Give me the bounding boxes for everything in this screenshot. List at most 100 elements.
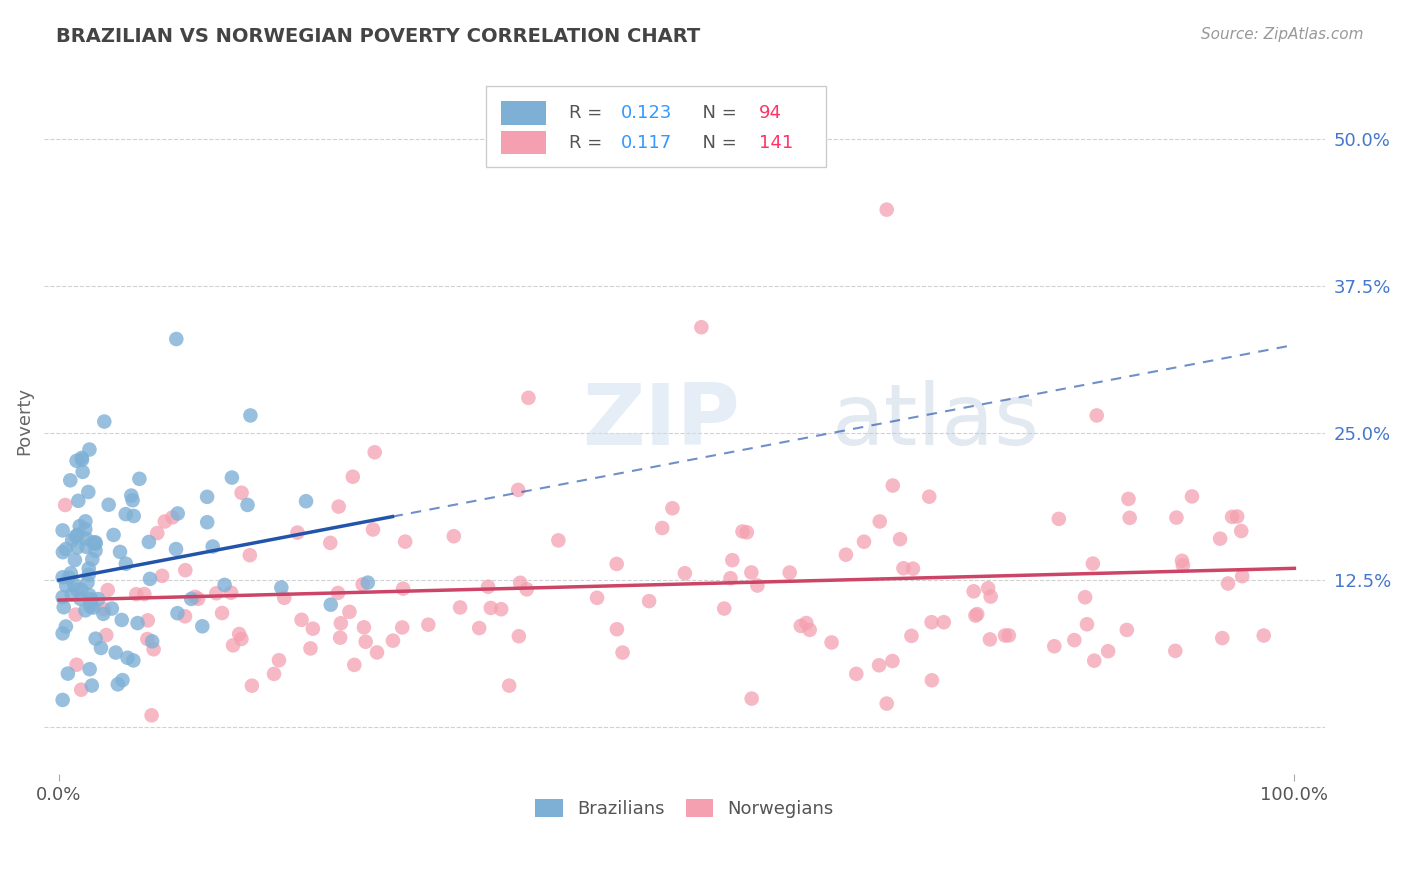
Point xyxy=(65,454,87,468)
Point xyxy=(794,615,817,630)
Point xyxy=(998,628,1021,642)
Point xyxy=(638,594,661,608)
Point xyxy=(84,632,107,646)
Text: R =: R = xyxy=(569,134,609,152)
Point xyxy=(962,584,984,599)
Point xyxy=(80,592,103,607)
Point xyxy=(263,666,285,681)
Point xyxy=(55,541,77,556)
Point xyxy=(63,577,86,591)
Point xyxy=(1171,558,1194,573)
Point xyxy=(93,415,115,429)
Point xyxy=(195,515,218,529)
Point xyxy=(120,489,142,503)
Point xyxy=(1118,491,1140,506)
Point xyxy=(882,478,904,492)
Point xyxy=(239,409,262,423)
Point xyxy=(75,603,97,617)
Point xyxy=(211,606,233,620)
Point xyxy=(606,557,628,571)
Point xyxy=(69,591,91,606)
Point xyxy=(115,557,138,571)
Point xyxy=(66,582,89,597)
Point xyxy=(449,600,471,615)
Point xyxy=(125,587,148,601)
Point xyxy=(820,635,842,649)
Point xyxy=(747,578,769,592)
Point xyxy=(852,534,875,549)
Point xyxy=(153,515,176,529)
Point xyxy=(1181,490,1204,504)
Point xyxy=(735,525,758,540)
Point xyxy=(287,525,309,540)
Point xyxy=(60,587,83,601)
Point xyxy=(1074,591,1097,605)
Point xyxy=(443,529,465,543)
Point xyxy=(84,543,107,558)
Point xyxy=(509,575,531,590)
Point xyxy=(166,606,188,620)
Point xyxy=(82,552,104,566)
Point xyxy=(60,533,83,548)
Point xyxy=(353,620,375,634)
Point xyxy=(392,582,415,596)
Point xyxy=(75,514,97,528)
Text: Source: ZipAtlas.com: Source: ZipAtlas.com xyxy=(1201,27,1364,42)
Point xyxy=(52,524,75,538)
Point xyxy=(77,485,100,500)
Text: BRAZILIAN VS NORWEGIAN POVERTY CORRELATION CHART: BRAZILIAN VS NORWEGIAN POVERTY CORRELATI… xyxy=(56,27,700,45)
Point xyxy=(713,601,735,615)
Legend: Brazilians, Norwegians: Brazilians, Norwegians xyxy=(529,791,841,825)
Point xyxy=(128,472,150,486)
Point xyxy=(65,529,87,543)
Text: N =: N = xyxy=(692,104,742,122)
Point xyxy=(117,650,139,665)
Point xyxy=(142,642,165,657)
Point xyxy=(1211,631,1233,645)
Point xyxy=(547,533,569,548)
Point xyxy=(108,545,131,559)
Point xyxy=(1115,623,1137,637)
Point xyxy=(489,602,512,616)
Point xyxy=(79,442,101,457)
Point xyxy=(612,646,634,660)
Point xyxy=(146,526,169,541)
Point xyxy=(319,536,342,550)
Point xyxy=(93,602,115,616)
Point xyxy=(1081,557,1104,571)
Point xyxy=(70,452,93,467)
Point xyxy=(72,465,94,479)
Point xyxy=(343,657,366,672)
Point xyxy=(508,483,530,497)
Point xyxy=(690,320,713,334)
Point xyxy=(76,575,98,590)
Point xyxy=(799,623,821,637)
Point xyxy=(141,708,163,723)
Point xyxy=(1209,532,1232,546)
Point xyxy=(70,450,93,465)
Point xyxy=(75,522,97,536)
Point xyxy=(418,617,440,632)
Point xyxy=(59,566,82,581)
Point xyxy=(357,575,380,590)
Point xyxy=(82,535,104,549)
Point xyxy=(127,616,149,631)
Point xyxy=(921,673,943,688)
Point xyxy=(184,590,207,604)
Point xyxy=(79,588,101,602)
Point xyxy=(65,657,87,672)
Point xyxy=(994,628,1017,642)
Point xyxy=(111,673,134,687)
Point xyxy=(87,592,110,607)
Point xyxy=(342,469,364,483)
Point xyxy=(869,515,891,529)
Point xyxy=(70,682,93,697)
Point xyxy=(80,679,103,693)
Text: 94: 94 xyxy=(759,104,782,122)
Point xyxy=(882,654,904,668)
Point xyxy=(52,693,75,707)
Point xyxy=(191,619,214,633)
Point xyxy=(79,596,101,610)
Text: 0.117: 0.117 xyxy=(620,134,672,152)
Point xyxy=(65,607,87,622)
